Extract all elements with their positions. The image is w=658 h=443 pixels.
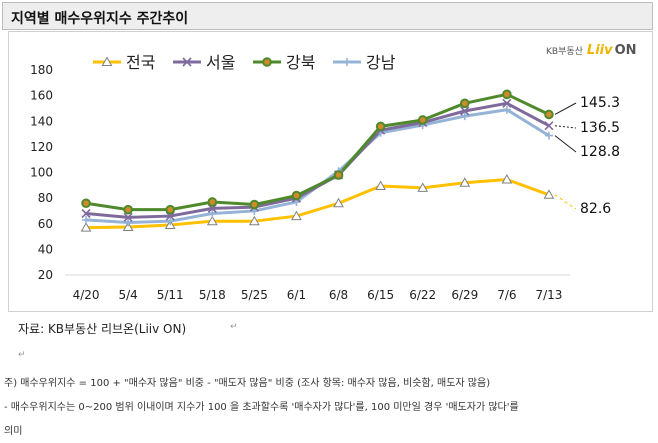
y-tick-label: 80 (38, 191, 53, 205)
logo-liiv-text: Liiv (586, 42, 613, 58)
x-tick-label: 4/20 (73, 288, 100, 302)
data-point-강북 (459, 98, 470, 109)
legend-marker-강남 (343, 58, 351, 66)
y-tick-label: 100 (30, 166, 53, 180)
y-tick-label: 180 (30, 63, 53, 77)
x-tick-label: 6/15 (367, 288, 394, 302)
y-tick-label: 40 (38, 242, 53, 256)
x-tick-label: 5/11 (157, 288, 184, 302)
callout-leader-강남 (554, 135, 577, 153)
series-line-전국 (86, 178, 550, 230)
x-tick-label: 5/18 (199, 288, 226, 302)
paragraph-mark-icon: ↵ (230, 322, 238, 332)
data-point-전국 (543, 189, 555, 199)
chart-frame (8, 31, 653, 312)
data-point-전국 (249, 215, 260, 226)
x-tick-label: 5/25 (241, 288, 268, 302)
legend-marker-강북 (262, 57, 272, 67)
x-tick-label: 6/29 (451, 288, 478, 302)
data-point-강남 (208, 209, 217, 218)
data-point-서울 (460, 106, 470, 116)
data-point-전국 (459, 177, 471, 187)
legend-label-서울: 서울 (206, 53, 235, 72)
end-value-label-전국: 82.6 (580, 201, 611, 217)
data-point-서울 (123, 212, 133, 222)
y-tick-label: 140 (30, 114, 53, 128)
data-point-강북 (544, 109, 554, 120)
data-point-전국 (375, 180, 386, 190)
x-tick-label: 7/6 (497, 288, 516, 302)
x-tick-label: 6/1 (287, 288, 306, 302)
data-point-강북 (165, 204, 176, 215)
series-line-강남 (85, 108, 550, 224)
legend-label-강북: 강북 (286, 53, 315, 72)
data-point-강북 (123, 204, 133, 215)
data-point-강북 (81, 198, 91, 209)
data-point-강남 (166, 217, 175, 226)
kb-liiv-on-logo: KB부동산 Liiv ON (546, 41, 637, 59)
callout-leader-서울 (554, 125, 577, 129)
formula-note: 주) 매수우위지수 = 100 + "매수자 많음" 비중 - "매도자 많음"… (4, 378, 491, 389)
callout-leader-강북 (554, 102, 577, 115)
callout-leader-전국 (554, 194, 577, 210)
x-tick-label: 5/4 (118, 288, 137, 302)
end-value-label-강북: 145.3 (580, 95, 620, 111)
x-tick-label: 6/8 (329, 288, 348, 302)
data-point-강남 (544, 131, 553, 140)
data-point-강남 (124, 218, 133, 227)
end-value-label-서울: 136.5 (580, 120, 620, 136)
data-point-서울 (81, 208, 91, 219)
data-point-강북 (291, 190, 302, 201)
legend-marker-전국 (101, 56, 113, 66)
logo-kb-text: KB부동산 (546, 46, 583, 57)
source-text: 자료: KB부동산 리브온(Liiv ON) (18, 322, 187, 336)
data-point-강북 (207, 197, 218, 207)
legend-label-전국: 전국 (126, 53, 155, 72)
x-tick-label: 6/22 (409, 288, 436, 302)
data-point-강남 (502, 105, 511, 114)
data-point-강북 (333, 170, 344, 180)
paragraph-mark-icon: ↵ (18, 350, 26, 360)
legend-label-강남: 강남 (366, 53, 396, 72)
title-box: 지역별 매수우위지수 주간추이 (2, 2, 653, 30)
data-point-강북 (417, 115, 428, 125)
series-line-강북 (85, 92, 550, 212)
data-point-전국 (501, 174, 513, 184)
data-point-전국 (291, 210, 302, 221)
data-point-전국 (417, 182, 429, 192)
logo-on-text: ON (614, 42, 637, 58)
data-point-강북 (249, 199, 260, 210)
y-tick-label: 20 (38, 268, 53, 282)
data-point-강남 (82, 215, 91, 224)
data-point-전국 (80, 222, 92, 232)
data-point-서울 (502, 98, 512, 108)
data-point-강북 (375, 121, 386, 132)
y-tick-label: 160 (30, 89, 53, 103)
y-tick-label: 120 (30, 140, 53, 154)
data-point-전국 (206, 215, 218, 226)
y-tick-label: 60 (38, 217, 53, 231)
range-note-continued: 의미 (4, 426, 23, 437)
page-title: 지역별 매수우위지수 주간추이 (11, 11, 189, 27)
range-note: - 매수우위지수는 0~200 범위 이내이며 지수가 100 을 초과할수록 … (4, 402, 519, 413)
end-value-label-강남: 128.8 (580, 144, 620, 160)
data-point-강북 (502, 89, 512, 100)
data-point-강남 (460, 112, 469, 121)
series-line-서울 (85, 101, 550, 219)
legend-marker-서울 (182, 57, 192, 67)
data-point-서울 (544, 121, 554, 131)
x-tick-label: 7/13 (535, 288, 562, 302)
data-point-전국 (333, 197, 344, 208)
